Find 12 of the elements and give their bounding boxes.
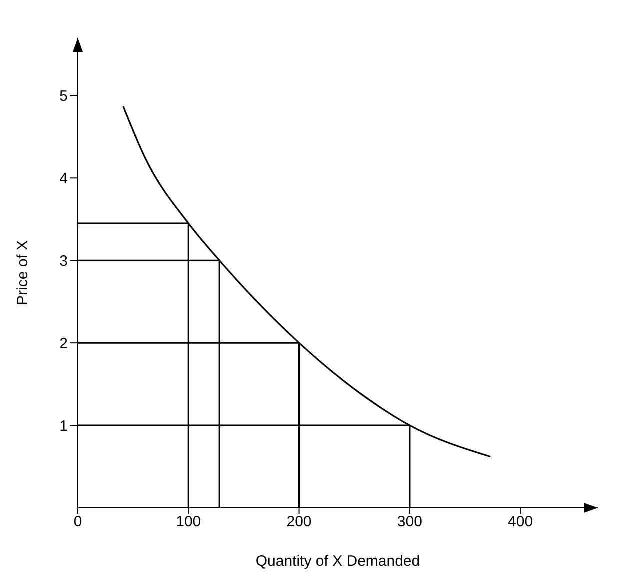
x-axis-title: Quantity of X Demanded [256,553,420,570]
y-tick-label: 3 [60,252,68,270]
y-axis-title: Price of X [14,240,32,306]
x-tick-label: 200 [286,514,312,531]
y-tick-label: 4 [60,170,68,188]
y-tick-label: 1 [60,418,68,435]
y-tick-label: 5 [60,88,68,106]
x-tick-label: 300 [397,514,422,531]
y-tick-label: 2 [60,335,68,352]
x-tick-label: 400 [508,514,534,531]
x-tick-label: 0 [74,514,82,531]
x-tick-label: 100 [176,514,202,531]
